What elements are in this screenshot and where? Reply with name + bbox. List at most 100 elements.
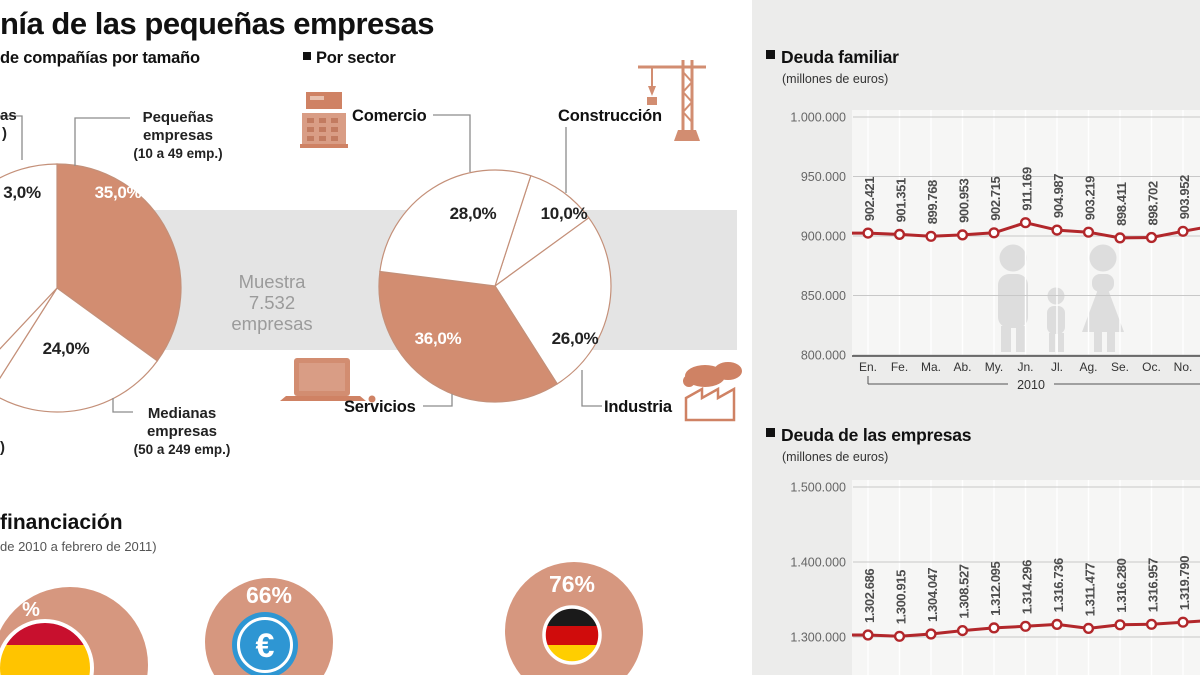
cut-label-fragment: as (0, 107, 17, 124)
data-point (925, 230, 937, 242)
value-label: 1.316.736 (1051, 558, 1066, 612)
data-point (1082, 226, 1095, 238)
pie-slice (378, 270, 559, 403)
family-silhouette-icon (1094, 332, 1102, 352)
laptop-icon (280, 358, 376, 403)
pie-chart-company-size (0, 163, 182, 413)
pie-slice (494, 216, 612, 385)
chart-heading-company-debt: Deuda de las empresas (781, 425, 972, 445)
pie-slice (379, 169, 532, 287)
data-point (1114, 619, 1126, 631)
value-label: 899.768 (925, 180, 940, 224)
line-chart-company-debt: 1.500.000 1.400.000 1.300.000 1.302.686 1.30… (790, 480, 1200, 675)
section-heading-size: de compañías por tamaño (0, 49, 200, 67)
axis-tick-label: 1.500.000 (790, 481, 846, 495)
pie-chart-sector (378, 169, 612, 403)
data-point (893, 630, 906, 642)
crane-icon (638, 60, 706, 141)
month-label: My. (985, 360, 1003, 374)
axis-tick-label: 800.000 (801, 349, 846, 363)
chart-subtitle-family-debt: (millones de euros) (782, 72, 888, 86)
axis-tick-label: 1.300.000 (790, 631, 846, 645)
data-point (1114, 232, 1126, 244)
month-label: Jn. (1017, 360, 1033, 374)
family-silhouette-icon (998, 274, 1028, 328)
pie-slice (0, 287, 58, 379)
value-label: 904.987 (1051, 174, 1066, 218)
value-label: 898.411 (1114, 182, 1129, 226)
financing-percent-spain: % (22, 599, 40, 621)
financing-circle-spain: % (0, 587, 148, 675)
pie-percent-label: 36,0% (415, 329, 462, 348)
financing-circle-eurozone: 66% € (205, 578, 333, 675)
financing-percent-germany: 76% (549, 571, 595, 597)
label-connector (581, 370, 602, 407)
cut-label-fragment: ) (0, 439, 5, 456)
pie-label-pequenas: empresas (143, 127, 213, 144)
value-label: 902.421 (862, 177, 877, 221)
value-label: 1.316.280 (1114, 558, 1129, 612)
pie-slice (0, 287, 159, 413)
section-heading-sector: Por sector (316, 49, 396, 67)
pie-percent-label: 24,0% (43, 339, 90, 358)
value-label: 1.319.790 (1177, 556, 1192, 610)
family-silhouette-icon (1016, 326, 1026, 352)
family-silhouette-icon (1047, 306, 1065, 334)
value-label: 901.351 (893, 178, 908, 222)
sector-label-industria: Industria (604, 398, 673, 416)
month-label: Ab. (953, 360, 971, 374)
value-label: 900.953 (956, 179, 971, 223)
value-label: 903.952 (1177, 175, 1192, 219)
financing-subtitle: de 2010 a febrero de 2011) (0, 539, 157, 554)
pie-percent-label: 10,0% (541, 204, 588, 223)
family-silhouette-icon (1089, 244, 1117, 272)
germany-flag-icon (542, 605, 602, 665)
line-chart-family-debt: 1.000.000 950.000 900.000 850.000 800.000 902… (790, 110, 1200, 392)
label-connector (74, 117, 130, 166)
data-point (1177, 225, 1189, 237)
value-label: 1.304.047 (925, 568, 940, 622)
pie-percent-label: 26,0% (552, 329, 599, 348)
axis-tick-label: 950.000 (801, 170, 846, 184)
family-silhouette-icon (1001, 326, 1011, 352)
year-label: 2010 (1017, 378, 1045, 392)
value-label: 903.219 (1082, 176, 1097, 220)
value-label: 1.300.915 (894, 570, 909, 624)
sector-label-construccion: Construcción (558, 107, 662, 125)
data-point (1051, 224, 1063, 236)
value-label: 1.312.095 (988, 561, 1003, 615)
family-silhouette-icon (1107, 332, 1115, 352)
data-point (862, 227, 874, 239)
month-label: No. (1174, 360, 1193, 374)
data-point (988, 227, 1000, 239)
financing-heading: financiación (0, 511, 123, 534)
value-label: 1.316.957 (1145, 558, 1160, 612)
cash-register-icon (300, 92, 348, 148)
axis-tick-label: 1.400.000 (790, 556, 846, 570)
month-label: En. (859, 360, 877, 374)
sector-label-servicios: Servicios (344, 398, 416, 416)
pie-slice (56, 163, 182, 362)
page-title: nía de las pequeñas empresas (0, 6, 434, 41)
factory-icon (683, 362, 742, 422)
month-label: Oc. (1142, 360, 1161, 374)
label-connector (433, 114, 471, 172)
label-connector (423, 394, 453, 407)
family-silhouette-icon (1082, 276, 1124, 332)
data-point (862, 629, 874, 641)
value-label: 902.715 (988, 176, 1003, 220)
data-point (1019, 217, 1032, 229)
bullet-icon (303, 52, 311, 60)
pie-label-medianas: empresas (147, 423, 217, 440)
svg-text:€: € (256, 627, 275, 665)
month-label: Jl. (1051, 360, 1063, 374)
month-label: Fe. (891, 360, 908, 374)
pie-percent-label: 35,0% (95, 183, 142, 202)
value-label: 911.169 (1020, 167, 1035, 211)
pie-percent-label: 3,0% (3, 183, 41, 202)
month-label: Se. (1111, 360, 1129, 374)
chart-heading-family-debt: Deuda familiar (781, 47, 899, 67)
cut-label-fragment: ) (2, 125, 7, 142)
value-label: 1.314.296 (1019, 560, 1034, 614)
pie-label-pequenas: (10 a 49 emp.) (133, 146, 222, 161)
